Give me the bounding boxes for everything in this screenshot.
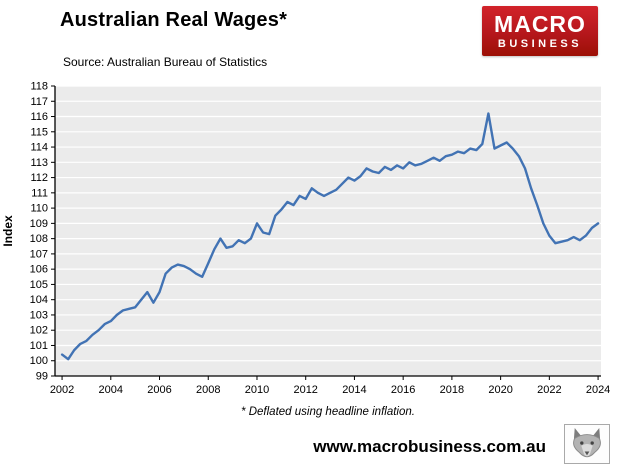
- logo-macro-text: MACRO: [494, 10, 586, 37]
- svg-text:106: 106: [30, 264, 48, 276]
- svg-text:2020: 2020: [488, 384, 512, 396]
- svg-text:108: 108: [30, 233, 48, 245]
- footer-url: www.macrobusiness.com.au: [313, 437, 546, 456]
- svg-text:2006: 2006: [147, 384, 171, 396]
- svg-text:118: 118: [30, 81, 48, 93]
- svg-text:2012: 2012: [293, 384, 317, 396]
- svg-text:104: 104: [30, 294, 48, 306]
- svg-text:116: 116: [30, 111, 48, 123]
- svg-text:109: 109: [30, 218, 48, 230]
- chart-footnote: * Deflated using headline inflation.: [241, 406, 415, 418]
- wolf-logo: [564, 424, 610, 464]
- svg-text:2008: 2008: [196, 384, 220, 396]
- svg-text:2024: 2024: [586, 384, 610, 396]
- chart-title: Australian Real Wages*: [60, 9, 288, 31]
- macrobusiness-logo: MACRO BUSINESS: [482, 6, 598, 56]
- svg-text:110: 110: [30, 203, 48, 215]
- svg-text:2004: 2004: [99, 384, 123, 396]
- svg-text:112: 112: [30, 172, 48, 184]
- svg-text:115: 115: [30, 126, 48, 138]
- svg-text:Index: Index: [1, 215, 15, 247]
- logo-business-text: BUSINESS: [497, 37, 583, 50]
- svg-text:99: 99: [36, 371, 48, 383]
- svg-text:102: 102: [30, 325, 48, 337]
- svg-text:111: 111: [31, 187, 48, 199]
- svg-text:107: 107: [30, 248, 48, 260]
- svg-text:100: 100: [30, 355, 48, 367]
- svg-text:2022: 2022: [537, 384, 561, 396]
- svg-text:101: 101: [30, 340, 48, 352]
- svg-text:103: 103: [30, 309, 48, 321]
- svg-text:2010: 2010: [245, 384, 269, 396]
- svg-text:117: 117: [30, 96, 48, 108]
- wages-chart: 99 100 101 102 103 104 105 106 107 108 109 110 111 11…: [1, 81, 610, 397]
- svg-text:114: 114: [30, 142, 48, 154]
- wolf-icon: [573, 427, 601, 458]
- svg-text:105: 105: [30, 279, 48, 291]
- svg-text:113: 113: [30, 157, 48, 169]
- svg-text:2002: 2002: [50, 384, 74, 396]
- chart-source: Source: Australian Bureau of Statistics: [63, 55, 268, 69]
- svg-text:2016: 2016: [391, 384, 415, 396]
- svg-text:2018: 2018: [440, 384, 464, 396]
- svg-text:2014: 2014: [342, 384, 366, 396]
